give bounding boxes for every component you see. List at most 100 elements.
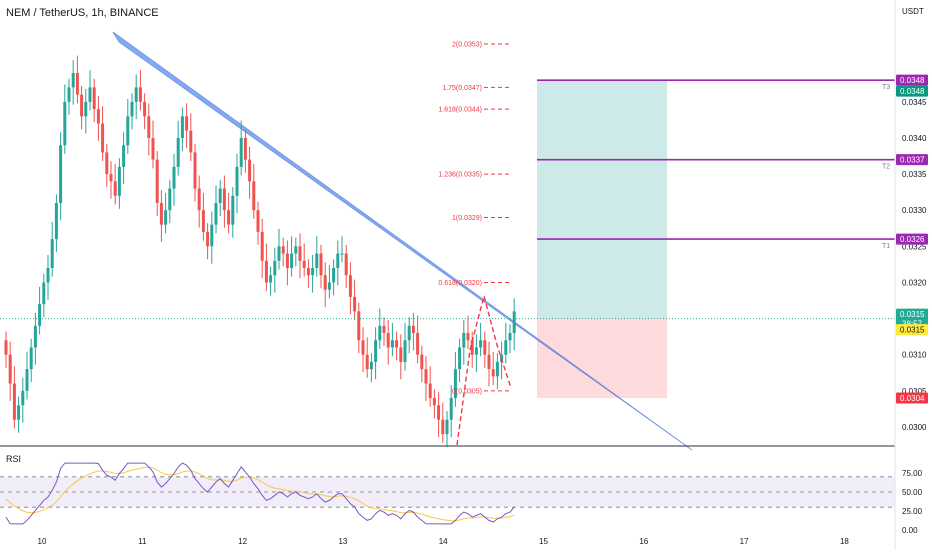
candle-body xyxy=(252,181,256,211)
price-tag-value: 0.0304 xyxy=(900,394,925,403)
candle xyxy=(445,411,449,448)
candle xyxy=(374,327,378,380)
candle xyxy=(458,338,462,383)
candle-body xyxy=(416,333,420,355)
candle-body xyxy=(374,340,378,362)
candle xyxy=(285,240,289,286)
candle xyxy=(340,236,344,263)
descending-channel xyxy=(112,31,693,451)
candle-body xyxy=(504,340,508,355)
candle-body xyxy=(348,275,352,297)
candle-body xyxy=(386,333,390,348)
candle xyxy=(294,237,298,267)
price-tick-label: 0.0345 xyxy=(902,98,927,107)
candle xyxy=(411,312,415,351)
candle xyxy=(189,113,193,162)
candle xyxy=(218,179,222,216)
candle xyxy=(365,337,369,378)
candle xyxy=(17,396,21,433)
candle-body xyxy=(361,340,365,355)
candle-body xyxy=(134,87,138,102)
projection-path xyxy=(456,293,512,446)
candle xyxy=(353,279,357,321)
price-tag xyxy=(896,85,928,97)
candle-body xyxy=(378,325,382,341)
candle-body xyxy=(71,72,75,88)
target-label: T3 xyxy=(882,84,890,91)
candle-body xyxy=(382,325,386,334)
candle-body xyxy=(311,268,315,276)
candle xyxy=(54,194,58,253)
candle xyxy=(273,247,277,293)
candle xyxy=(302,243,306,277)
candle xyxy=(332,259,336,296)
candle-body xyxy=(273,260,277,276)
candle-body xyxy=(285,253,289,269)
candle-body xyxy=(470,340,474,355)
candle xyxy=(298,233,302,279)
candle xyxy=(210,211,214,264)
candle-body xyxy=(231,195,235,225)
price-tag xyxy=(896,233,928,245)
candle xyxy=(134,74,138,120)
candle-body xyxy=(159,202,163,225)
candle-body xyxy=(399,347,403,362)
candle xyxy=(50,221,54,277)
price-tick-label: 0.0325 xyxy=(902,242,927,251)
candle-body xyxy=(88,87,92,102)
fib-level-label: 0.618(0.0320) xyxy=(438,280,482,287)
candle xyxy=(185,103,189,149)
candle xyxy=(101,106,105,162)
candle xyxy=(453,351,457,407)
candle xyxy=(243,129,247,173)
candle-body xyxy=(206,231,210,247)
candle xyxy=(147,103,151,156)
candle xyxy=(357,302,361,354)
candle xyxy=(75,55,79,104)
fib-level-label: 1(0.0329) xyxy=(452,215,482,222)
candle xyxy=(84,88,88,134)
fib-level-label: 1.618(0.0344) xyxy=(438,107,482,114)
candle-body xyxy=(117,166,121,196)
candle-body xyxy=(176,137,180,167)
candle xyxy=(206,223,210,260)
candle xyxy=(504,322,508,364)
candle-body xyxy=(80,94,84,117)
candle xyxy=(252,163,256,219)
candle-body xyxy=(411,325,415,334)
candle-body xyxy=(437,405,441,420)
price-tag xyxy=(896,392,928,404)
candle-body xyxy=(269,275,273,283)
candle-body xyxy=(315,253,319,269)
candle xyxy=(8,341,12,401)
candle xyxy=(386,320,390,365)
candle xyxy=(441,402,445,443)
candle-body xyxy=(59,145,63,203)
candle xyxy=(407,317,411,354)
price-tick-label: 0.0335 xyxy=(902,170,927,179)
candle-body xyxy=(235,166,239,196)
candle-body xyxy=(96,109,100,124)
candle-body xyxy=(332,268,336,283)
candle-body xyxy=(365,354,369,370)
candle xyxy=(437,392,441,438)
candle-body xyxy=(210,224,214,247)
rsi-label: RSI xyxy=(6,454,21,464)
candle xyxy=(176,120,180,176)
candle xyxy=(399,334,403,380)
candle-body xyxy=(243,137,247,160)
candle-body xyxy=(109,174,113,182)
candle-body xyxy=(84,101,88,117)
candle-body xyxy=(449,398,453,420)
candle-body xyxy=(353,296,357,312)
candle-body xyxy=(512,311,516,334)
symbol-title: NEM / TetherUS, 1h, BINANCE xyxy=(6,7,159,19)
price-tag xyxy=(896,74,928,86)
candle xyxy=(491,351,495,386)
candle-body xyxy=(327,282,331,290)
candle-body xyxy=(101,123,105,153)
candle xyxy=(59,132,63,221)
candle xyxy=(193,143,197,202)
time-tick-label: 10 xyxy=(38,537,47,546)
